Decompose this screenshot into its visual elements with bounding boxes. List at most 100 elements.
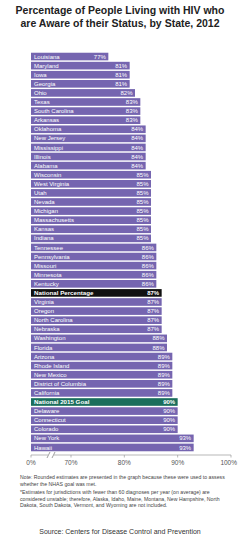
category-label: New Mexico xyxy=(34,372,67,378)
axis-break-bg xyxy=(48,452,54,458)
data-label: 85% xyxy=(136,199,149,205)
notes: Note: Rounded estimates are presented in… xyxy=(20,474,228,511)
bar xyxy=(31,198,151,206)
data-label: 87% xyxy=(147,290,160,296)
tick-label: 80% xyxy=(118,459,131,466)
category-label: Nevada xyxy=(34,199,55,205)
category-label: Georgia xyxy=(34,81,56,87)
data-label: 81% xyxy=(115,81,128,87)
bar xyxy=(31,435,194,443)
chart-title: Percentage of People Living with HIV who… xyxy=(14,4,226,30)
category-label: Pennsylvania xyxy=(34,254,70,260)
x-axis xyxy=(31,455,231,456)
note: *Estimates for jurisdictions with fewer … xyxy=(20,489,228,509)
bar xyxy=(31,153,146,161)
category-label: Colorado xyxy=(34,426,59,432)
category-label: Louisiana xyxy=(34,54,60,60)
data-label: 85% xyxy=(136,190,149,196)
bar xyxy=(31,444,194,452)
category-label: Washington xyxy=(34,335,65,341)
category-label: Rhode Island xyxy=(34,363,69,369)
category-label: California xyxy=(34,390,60,396)
category-label: South Carolina xyxy=(34,108,74,114)
category-label: Ohio xyxy=(34,90,47,96)
data-label: 87% xyxy=(147,326,160,332)
category-label: North Carolina xyxy=(34,317,73,323)
category-label: West Virginia xyxy=(34,181,70,187)
tick-mark xyxy=(231,455,232,458)
data-label: 89% xyxy=(158,390,171,396)
category-label: National Percentage xyxy=(34,289,94,296)
data-label: 83% xyxy=(126,108,139,114)
category-label: Maryland xyxy=(34,63,59,69)
data-label: 86% xyxy=(142,245,155,251)
category-label: Florida xyxy=(34,345,53,351)
category-label: Wisconsin xyxy=(34,172,61,178)
bar xyxy=(31,416,178,424)
bar xyxy=(31,144,146,152)
tick-mark xyxy=(124,455,125,458)
data-label: 82% xyxy=(120,90,133,96)
data-label: 83% xyxy=(126,117,139,123)
bar xyxy=(31,325,162,333)
data-label: 87% xyxy=(147,317,160,323)
axis-break xyxy=(47,452,50,458)
bar xyxy=(31,316,162,324)
chart: Louisiana77%Maryland81%Iowa81%Georgia81%… xyxy=(0,0,240,546)
bar xyxy=(31,162,146,170)
data-label: 86% xyxy=(142,281,155,287)
category-label: Michigan xyxy=(34,208,58,214)
category-label: Massachusetts xyxy=(34,217,74,223)
data-label: 84% xyxy=(131,145,144,151)
data-label: 90% xyxy=(163,399,176,405)
category-label: Virginia xyxy=(34,299,55,305)
bar xyxy=(31,71,130,79)
bar xyxy=(31,389,172,397)
category-label: Delaware xyxy=(34,408,60,414)
data-label: 84% xyxy=(131,154,144,160)
category-label: Kentucky xyxy=(34,281,59,287)
data-label: 77% xyxy=(94,54,107,60)
category-label: Tennessee xyxy=(34,245,64,251)
data-label: 93% xyxy=(179,445,192,451)
bar xyxy=(31,298,162,306)
source: Source: Centers for Disease Control and … xyxy=(0,528,240,535)
category-label: Utah xyxy=(34,190,47,196)
bar xyxy=(31,225,151,233)
tick-mark xyxy=(177,455,178,458)
tick-label: 70% xyxy=(64,459,77,466)
data-label: 85% xyxy=(136,172,149,178)
bar xyxy=(31,280,156,288)
data-label: 81% xyxy=(115,72,128,78)
category-label: New Jersey xyxy=(34,135,65,141)
bar xyxy=(31,171,151,179)
tick-label: 0% xyxy=(26,459,36,466)
bar xyxy=(31,180,151,188)
data-label: 86% xyxy=(142,254,155,260)
data-label: 83% xyxy=(126,99,139,105)
bar xyxy=(31,80,130,88)
category-label: Oklahoma xyxy=(34,126,62,132)
bar xyxy=(31,253,156,261)
data-label: 93% xyxy=(179,435,192,441)
data-label: 85% xyxy=(136,208,149,214)
category-label: Arizona xyxy=(34,354,55,360)
category-label: Oregon xyxy=(34,308,54,314)
bar xyxy=(31,371,172,379)
category-label: National 2015 Goal xyxy=(34,398,90,405)
tick-mark xyxy=(71,455,72,458)
bar xyxy=(31,207,151,215)
tick-label: 90% xyxy=(171,459,184,466)
bar xyxy=(31,289,162,297)
category-label: Arkansas xyxy=(34,117,59,123)
data-label: 85% xyxy=(136,226,149,232)
category-label: Missouri xyxy=(34,263,56,269)
category-label: Minnesota xyxy=(34,272,62,278)
data-label: 85% xyxy=(136,217,149,223)
data-label: 85% xyxy=(136,181,149,187)
bar xyxy=(31,189,151,197)
data-label: 90% xyxy=(163,417,176,423)
category-label: Iowa xyxy=(34,72,47,78)
data-label: 86% xyxy=(142,272,155,278)
data-label: 89% xyxy=(158,363,171,369)
